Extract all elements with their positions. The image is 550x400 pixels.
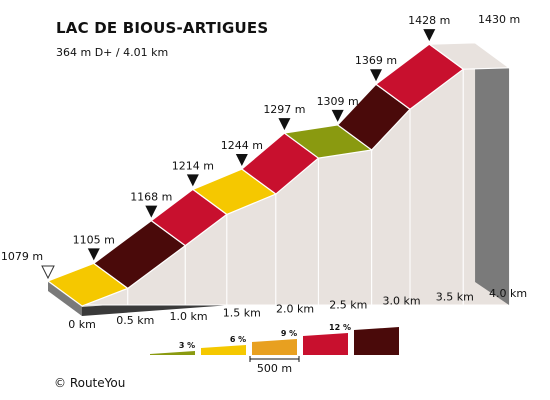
legend-label: 6 % (230, 335, 246, 344)
scale-bar-label: 500 m (257, 362, 292, 375)
x-tick-label: 4.0 km (489, 287, 527, 300)
legend-label: 3 % (179, 341, 195, 350)
peak-marker-icon (186, 174, 199, 187)
peak-marker-icon (235, 154, 248, 167)
peak-marker-icon (87, 248, 100, 261)
chart-markers (41, 29, 436, 280)
chart-labels: 1079 m 1105 m 1168 m 1214 m 1244 m 1297 m 1309… (1, 13, 520, 263)
elevation-label: 1369 m (355, 54, 397, 67)
x-tick-label: 0.5 km (116, 314, 154, 327)
page-subtitle: 364 m D+ / 4.01 km (56, 46, 169, 59)
copyright-text: © RouteYou (54, 376, 126, 390)
elevation-label: 1297 m (263, 103, 305, 116)
peak-marker-icon (145, 205, 158, 218)
x-tick-label: 3.0 km (382, 295, 420, 308)
elevation-label: 1309 m (317, 95, 359, 108)
x-tick-label: 1.5 km (223, 306, 261, 319)
chart-top-strips (46, 42, 511, 307)
chart-x-axis: 0 km 0.5 km 1.0 km 1.5 km 2.0 km 2.5 km 3.0 km… (68, 287, 527, 331)
profile-wall-segment (409, 68, 464, 306)
elevation-label: 1428 m (408, 14, 450, 27)
elevation-label: 1168 m (130, 191, 172, 204)
legend-swatch (201, 345, 246, 355)
x-tick-label: 3.5 km (436, 291, 474, 304)
peak-marker-icon (370, 69, 383, 82)
page-title: LAC DE BIOUS-ARTIGUES (56, 19, 269, 37)
x-tick-label: 1.0 km (169, 310, 207, 323)
profile-end-face (475, 42, 510, 305)
elevation-label: 1105 m (73, 233, 115, 246)
legend-label: 12 % (329, 323, 351, 332)
legend-swatch (150, 351, 195, 355)
legend-swatch (303, 333, 348, 355)
elevation-label: 1244 m (221, 139, 263, 152)
peak-marker-icon (423, 29, 436, 42)
x-tick-label: 0 km (68, 318, 96, 331)
x-tick-label: 2.0 km (276, 302, 314, 315)
chart-walls (48, 42, 510, 307)
legend-swatch (252, 339, 297, 355)
start-marker-icon (41, 265, 55, 280)
profile-wall-segment (317, 149, 373, 306)
base-slab-side (48, 282, 82, 316)
legend-swatch (354, 327, 399, 355)
elevation-label: 1214 m (172, 159, 214, 172)
gradient-legend: 3 % 6 % 9 % 12 % 500 m (150, 323, 399, 375)
x-tick-label: 2.5 km (329, 299, 367, 312)
peak-marker-icon (278, 118, 291, 131)
peak-marker-icon (331, 109, 344, 122)
legend-label: 9 % (281, 329, 297, 338)
elevation-label: 1079 m (1, 250, 43, 263)
elevation-label: 1430 m (478, 13, 520, 26)
profile-strip-segment (427, 42, 511, 70)
